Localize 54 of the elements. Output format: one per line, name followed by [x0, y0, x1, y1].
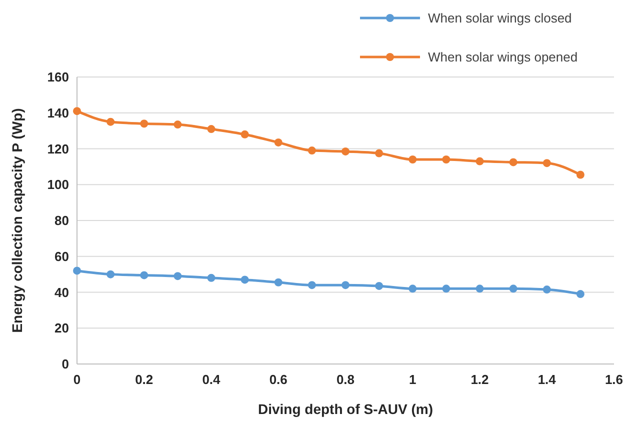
point [140, 271, 148, 280]
point [509, 284, 518, 293]
x-tick-label: 0.2 [135, 372, 154, 387]
y-tick-label: 100 [47, 177, 69, 192]
x-tick-label: 1.6 [604, 372, 624, 387]
y-tick-label: 0 [62, 356, 69, 372]
point [308, 146, 316, 155]
x-tick-label: 1.2 [470, 372, 489, 387]
point [207, 274, 216, 282]
point [442, 284, 450, 293]
point [375, 149, 384, 158]
point [509, 158, 518, 166]
y-tick-label: 140 [47, 105, 69, 120]
point [207, 125, 216, 134]
point [408, 284, 417, 293]
point [442, 156, 450, 164]
y-tick-label: 20 [54, 320, 69, 336]
point [576, 170, 584, 179]
point [240, 130, 249, 138]
x-tick-label: 0.8 [336, 372, 355, 387]
y-tick-label: 80 [54, 213, 69, 228]
y-tick-label: 60 [54, 248, 69, 264]
point [106, 270, 115, 278]
y-axis-title: Energy collection capacity P (Wp) [9, 108, 25, 333]
point [408, 156, 417, 164]
y-tick-label: 120 [47, 141, 69, 156]
point [576, 290, 584, 298]
legend-label: When solar wings opened [428, 50, 578, 65]
point [308, 281, 316, 290]
x-tick-label: 1.4 [538, 372, 557, 387]
point [240, 276, 249, 284]
point [174, 120, 182, 129]
point [274, 138, 282, 146]
point [342, 281, 350, 290]
point [174, 272, 182, 280]
point [342, 147, 350, 156]
point [140, 120, 148, 128]
point [476, 157, 484, 166]
point [542, 159, 551, 168]
point [274, 278, 282, 286]
point [476, 284, 484, 293]
point [73, 266, 81, 275]
x-tick-label: 0.4 [202, 372, 222, 387]
x-tick-label: 0 [73, 372, 81, 387]
x-tick-label: 1 [409, 372, 416, 387]
point [375, 282, 384, 290]
legend-label: When solar wings closed [428, 10, 572, 26]
y-tick-label: 160 [47, 70, 69, 85]
point [106, 118, 115, 126]
point [542, 286, 551, 294]
x-axis-title: Diving depth of S-AUV (m) [258, 401, 433, 417]
y-tick-label: 40 [54, 284, 69, 300]
point [73, 107, 81, 116]
x-tick-label: 0.6 [269, 372, 288, 387]
